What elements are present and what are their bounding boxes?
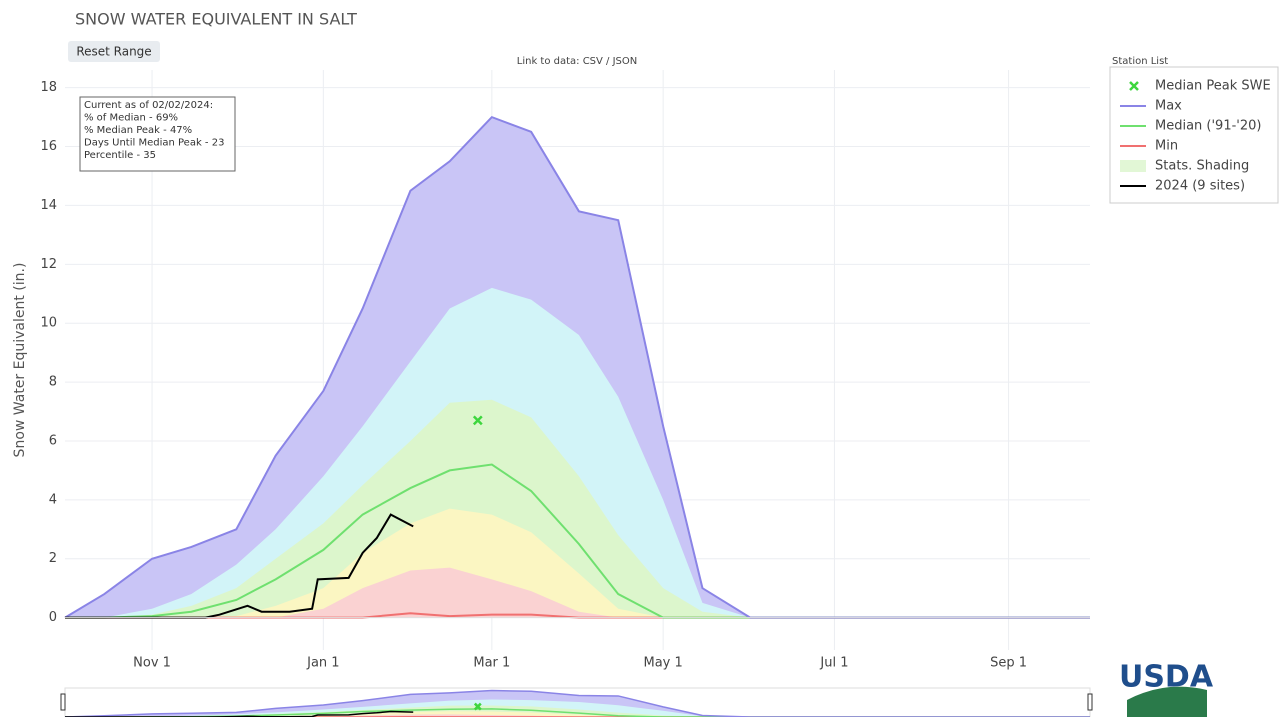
y-tick-label: 2: [49, 551, 57, 566]
x-tick-label: May 1: [644, 656, 683, 671]
info-text: % Median Peak - 47%: [84, 125, 192, 136]
legend-symbol: [1120, 160, 1146, 172]
legend-label: 2024 (9 sites): [1155, 179, 1245, 194]
x-tick-label: Jan 1: [306, 656, 339, 671]
y-tick-label: 0: [49, 610, 57, 625]
y-tick-label: 14: [40, 198, 57, 213]
x-tick-label: Mar 1: [473, 656, 510, 671]
y-tick-label: 8: [49, 375, 57, 390]
info-text: Days Until Median Peak - 23: [84, 138, 224, 149]
legend-label: Median ('91-'20): [1155, 119, 1261, 134]
legend-title: Station List: [1112, 56, 1168, 67]
y-tick-label: 10: [40, 316, 57, 331]
legend-label: Stats. Shading: [1155, 159, 1249, 174]
x-tick-label: Nov 1: [133, 656, 171, 671]
y-tick-label: 4: [49, 492, 57, 507]
y-axis-title: Snow Water Equivalent (in.): [12, 263, 28, 458]
y-tick-label: 18: [40, 80, 57, 95]
x-tick-label: Sep 1: [990, 656, 1027, 671]
info-text: Percentile - 35: [84, 150, 156, 161]
shading-band: [65, 399, 1090, 618]
x-tick-label: Jul 1: [819, 656, 848, 671]
range-handle[interactable]: [1087, 693, 1093, 711]
legend-symbol: [1129, 81, 1139, 91]
page-title: SNOW WATER EQUIVALENT IN SALT: [75, 10, 357, 29]
y-tick-label: 12: [40, 257, 57, 272]
logo: USDA: [1119, 660, 1214, 695]
legend-label: Max: [1155, 99, 1182, 114]
current-line: [65, 513, 414, 619]
range-handle[interactable]: [60, 693, 66, 711]
y-tick-label: 6: [49, 433, 57, 448]
logo-wave: [1127, 686, 1207, 717]
median-peak-marker: [473, 702, 482, 711]
series-line: [64, 689, 1090, 717]
reset-button[interactable]: [68, 41, 160, 62]
reset-button-label[interactable]: Reset Range: [76, 45, 151, 59]
y-tick-label: 16: [40, 139, 57, 154]
legend-label: Min: [1155, 139, 1178, 154]
data-link[interactable]: Link to data: CSV / JSON: [517, 56, 638, 67]
info-text: % of Median - 69%: [84, 113, 178, 124]
shading-band: [65, 508, 1090, 618]
legend-label: Median Peak SWE: [1155, 79, 1271, 94]
median-peak-marker: [472, 415, 483, 426]
info-box: [79, 96, 236, 172]
info-text: Current as of 02/02/2024:: [84, 100, 213, 111]
